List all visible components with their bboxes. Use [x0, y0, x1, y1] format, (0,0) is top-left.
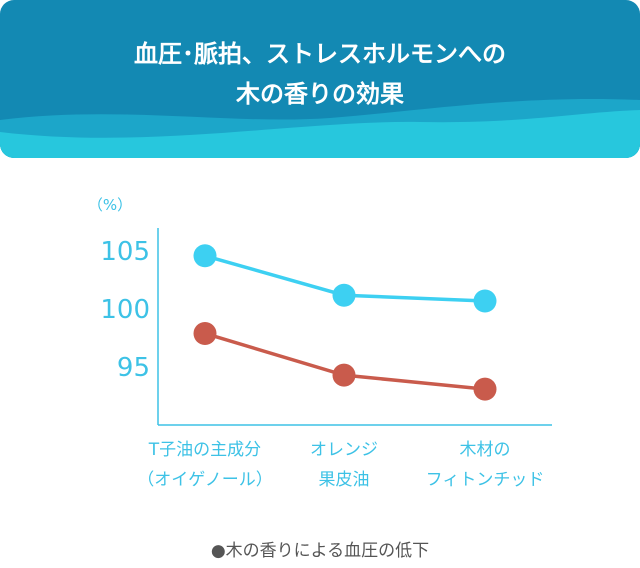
header-background	[0, 0, 640, 158]
data-point-1-0	[193, 321, 217, 345]
x-tick-label-2-line-0: 木材の	[460, 440, 511, 460]
chart-title: 血圧･脈拍、ストレスホルモンへの 木の香りの効果	[0, 34, 640, 114]
title-line-1: 血圧･脈拍、ストレスホルモンへの	[134, 40, 506, 68]
data-point-0-1	[332, 283, 356, 307]
y-tick-labels: 95 100 105	[100, 237, 150, 383]
data-point-0-0	[193, 244, 217, 268]
x-tick-label-2-line-1: フィトンチッド	[426, 470, 545, 490]
title-line-2: 木の香りの効果	[236, 80, 404, 108]
data-point-1-2	[473, 377, 497, 401]
series-layer	[193, 244, 497, 401]
caption-text: 木の香りによる血圧の低下	[225, 541, 430, 561]
chart-caption: ●木の香りによる血圧の低下	[0, 536, 640, 561]
x-tick-label-1-line-0: オレンジ	[310, 440, 378, 460]
data-point-1-1	[332, 363, 356, 387]
x-tick-label-0-line-1: （オイゲノール）	[137, 470, 273, 490]
caption-bullet: ●	[210, 541, 226, 561]
y-tick-label-0: 95	[117, 353, 150, 383]
header-banner: 血圧･脈拍、ストレスホルモンへの 木の香りの効果	[0, 0, 640, 158]
y-tick-label-1: 100	[100, 295, 150, 325]
x-tick-label-1-line-1: 果皮油	[319, 470, 370, 490]
y-axis-label: （%）	[88, 196, 132, 214]
data-point-0-2	[473, 289, 497, 313]
y-tick-label-2: 105	[100, 237, 150, 267]
x-tick-label-0-line-0: T子油の主成分	[148, 440, 261, 460]
